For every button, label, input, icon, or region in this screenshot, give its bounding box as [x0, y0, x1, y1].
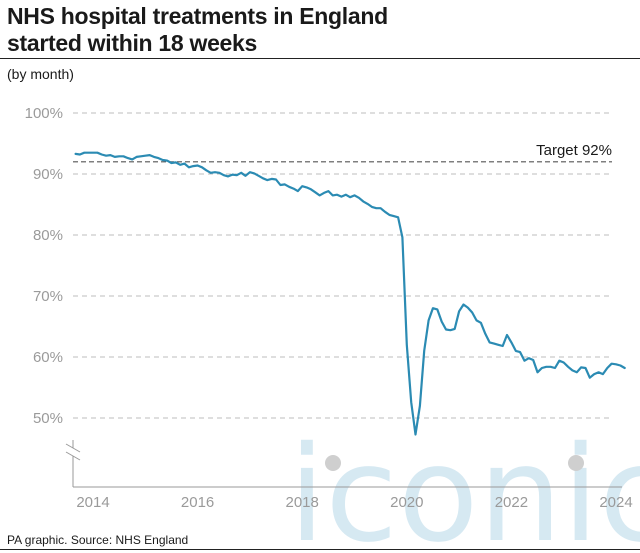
y-tick-label: 100%: [25, 105, 63, 122]
y-tick-label: 50%: [33, 410, 63, 427]
header-divider: [0, 58, 640, 59]
chart-title: NHS hospital treatments in England start…: [7, 3, 627, 57]
x-tick-label: 2022: [495, 494, 528, 511]
y-tick-label: 70%: [33, 288, 63, 305]
y-tick-label: 80%: [33, 227, 63, 244]
y-gridlines: 50% 60% 70% 80% 90% 100%: [25, 105, 612, 427]
watermark: iconic: [289, 418, 640, 553]
chart-title-line-2: started within 18 weeks: [7, 30, 258, 56]
y-tick-label: 90%: [33, 166, 63, 183]
watermark-text: iconic: [289, 418, 640, 553]
series-group: [74, 151, 626, 436]
y-axis-break-mark: [65, 443, 81, 453]
series-line: [74, 151, 626, 436]
watermark-dot: [568, 455, 584, 471]
source-note: PA graphic. Source: NHS England: [7, 533, 189, 547]
axes: 2014 2016 2018 2020 2022 2024: [65, 440, 633, 511]
x-tick-label: 2016: [181, 494, 214, 511]
chart-title-line-1: NHS hospital treatments in England: [7, 3, 388, 29]
x-tick-label: 2024: [599, 494, 632, 511]
y-tick-label: 60%: [33, 349, 63, 366]
x-tick-label: 2018: [286, 494, 319, 511]
x-tick-label: 2020: [390, 494, 423, 511]
target-label: Target 92%: [536, 142, 612, 159]
x-tick-label: 2014: [76, 494, 109, 511]
footer-divider: [0, 549, 640, 550]
watermark-dot: [325, 455, 341, 471]
chart-subtitle: (by month): [7, 66, 74, 82]
target-line-group: Target 92%: [73, 142, 612, 163]
